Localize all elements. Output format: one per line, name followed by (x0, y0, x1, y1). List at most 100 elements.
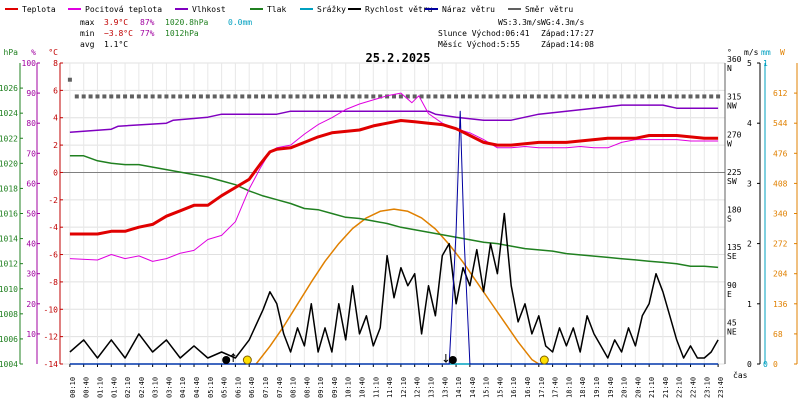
chart-title: 25.2.2025 (365, 51, 430, 65)
wind-direction-point (709, 94, 714, 99)
humidity-tick-label: 50 (26, 210, 36, 219)
wind-direction-point (502, 94, 507, 99)
x-tick-label: 12:40 (414, 377, 422, 398)
wind-direction-point (640, 94, 645, 99)
wind-direction-point (178, 94, 183, 99)
info-sun-rise: Slunce Východ:06:41 (438, 29, 530, 38)
pressure-tick-label: 1026 (0, 84, 18, 93)
series-line-pocitov-teplota (69, 92, 719, 262)
wind-direction-point (323, 94, 328, 99)
legend-label: Náraz větru (442, 5, 495, 14)
x-tick-label: 18:40 (579, 377, 587, 398)
pressure-tick-label: 1006 (0, 335, 18, 344)
moonrise-arrow (230, 352, 236, 362)
wind-direction-point (350, 94, 355, 99)
x-tick-label: 20:40 (634, 377, 642, 398)
wind-direction-point (109, 94, 114, 99)
info-wind-gust: WG:4.3m/s (541, 18, 585, 27)
wind-direction-point (433, 94, 438, 99)
temperature-tick-label: 2 (53, 141, 58, 150)
wind-direction-point (619, 94, 624, 99)
wind-direction-point (523, 94, 528, 99)
wind-direction-point (198, 94, 203, 99)
x-tick-label: 12:10 (400, 377, 408, 398)
temperature-tick-label: -4 (48, 223, 58, 232)
legend-label: Vlhkost (192, 5, 226, 14)
wind-direction-point (467, 94, 472, 99)
sunrise-marker (242, 355, 252, 365)
x-tick-label: 09:40 (331, 377, 339, 398)
wind-direction-point (695, 94, 700, 99)
x-tick-label: 09:10 (317, 377, 325, 398)
x-tick-label: 17:10 (538, 377, 546, 398)
wind-speed-axis-unit: m/s (744, 48, 759, 57)
humidity-tick-label: 100 (22, 59, 37, 68)
x-tick-label: 20:10 (621, 377, 629, 398)
wind-direction-point (274, 94, 279, 99)
stats-row-label: avg (80, 40, 95, 49)
wind-direction-point (412, 94, 417, 99)
solar-tick-label: 340 (773, 210, 788, 219)
pressure-tick-label: 1010 (0, 285, 18, 294)
solar-tick-label: 204 (773, 270, 788, 279)
series-line-teplota (69, 119, 719, 236)
x-tick-label: 21:10 (648, 377, 656, 398)
wind-direction-point (336, 94, 341, 99)
wind-direction-point (405, 94, 410, 99)
temperature-tick-label: 8 (53, 59, 58, 68)
wind-direction-point (378, 94, 383, 99)
wind-direction-point (212, 94, 217, 99)
wind-direction-tick-label: 135 (727, 243, 742, 252)
temperature-tick-label: -2 (48, 196, 58, 205)
temperature-tick-label: -14 (44, 360, 59, 369)
x-tick-label: 14:40 (469, 377, 477, 398)
stats-pressure: 1020.8hPa (165, 18, 209, 27)
series-line-tlak (69, 155, 719, 269)
x-tick-label: 18:10 (565, 377, 573, 398)
wind-direction-point (240, 94, 245, 99)
x-tick-label: 01:10 (96, 377, 104, 398)
wind-direction-point (495, 94, 500, 99)
temperature-tick-label: 6 (53, 86, 58, 95)
x-tick-label: 19:40 (607, 377, 615, 398)
wind-direction-point (660, 94, 665, 99)
x-tick-label: 05:10 (207, 377, 215, 398)
wind-direction-point (674, 94, 679, 99)
wind-direction-point (626, 94, 631, 99)
wind-direction-point (102, 94, 107, 99)
x-tick-label: 10:10 (345, 377, 353, 398)
wind-direction-point (488, 94, 493, 99)
wind-direction-point (571, 94, 576, 99)
wind-direction-point (516, 94, 521, 99)
stats-humidity: 87% (140, 18, 155, 27)
wind-direction-tick-label: 315 (727, 93, 742, 102)
legend-label: Pocitová teplota (85, 5, 162, 14)
x-tick-label: 15:40 (496, 377, 504, 398)
wind-direction-point (116, 94, 121, 99)
wind-direction-cardinal-label: E (727, 290, 732, 299)
wind-speed-tick-label: 2 (747, 240, 752, 249)
stats-humidity: 77% (140, 29, 155, 38)
solar-tick-label: 136 (773, 300, 788, 309)
wind-direction-point (192, 94, 197, 99)
wind-direction-point (550, 94, 555, 99)
wind-direction-point (654, 94, 659, 99)
wind-direction-point (543, 94, 548, 99)
wind-direction-cardinal-label: SE (727, 252, 737, 261)
wind-direction-point (633, 94, 638, 99)
temperature-tick-label: -8 (48, 278, 58, 287)
wind-direction-point (426, 94, 431, 99)
pressure-tick-label: 1018 (0, 184, 18, 193)
wind-direction-point (667, 94, 672, 99)
x-tick-label: 17:40 (552, 377, 560, 398)
solar-tick-label: 0 (773, 360, 778, 369)
solar-tick-label: 544 (773, 119, 788, 128)
wind-direction-point (454, 94, 459, 99)
wind-speed-tick-label: 3 (747, 179, 752, 188)
wind-direction-point (129, 94, 134, 99)
wind-direction-point (88, 94, 93, 99)
wind-direction-point (585, 94, 590, 99)
x-tick-label: 23:10 (703, 377, 711, 398)
x-tick-label: 00:10 (69, 377, 77, 398)
humidity-axis-unit: % (31, 48, 36, 57)
